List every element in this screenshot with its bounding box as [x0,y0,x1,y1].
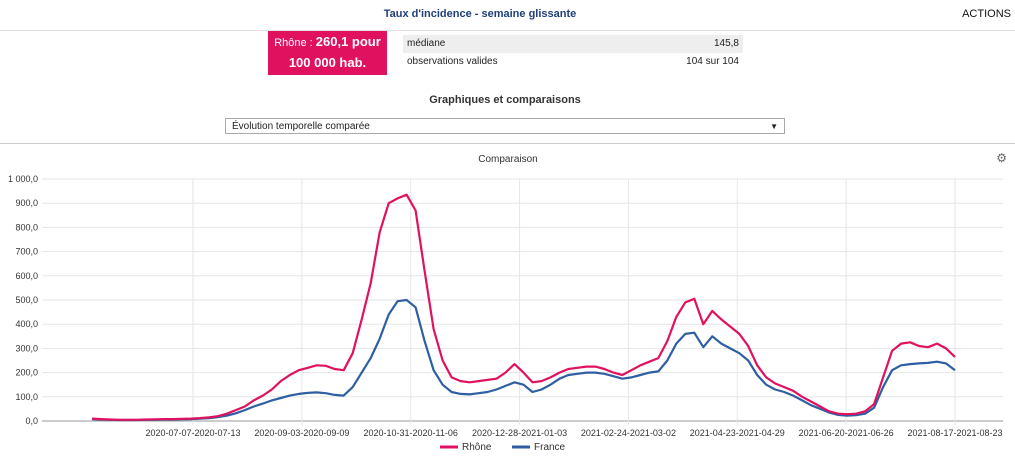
y-tick-label: 400,0 [15,319,38,329]
stat-row-observations: observations valides 104 sur 104 [403,53,743,71]
stat-value: 104 sur 104 [686,56,739,67]
y-tick-label: 600,0 [15,271,38,281]
comparison-chart: Comparaison 0,0 100,0 200,0 300,0 400,0 500,0 6… [8,154,1003,453]
y-tick-label: 100,0 [15,392,38,402]
y-tick-label: 300,0 [15,343,38,353]
stat-value: 145,8 [713,38,739,49]
incidence-badge: Rhône : 260,1 pour 100 000 hab. [268,31,387,75]
badge-unit: 100 000 hab. [288,55,367,70]
y-tick-label: 900,0 [15,198,38,208]
y-tick-label: 800,0 [15,222,38,232]
badge-value: 260,1 pour [315,34,381,49]
y-tick-label: 700,0 [15,247,38,257]
y-tick-label: 1 000,0 [8,174,38,184]
select-value: Évolution temporelle comparée [232,121,370,132]
actions-menu[interactable]: ACTIONS [962,8,1011,20]
top-bar: Taux d'incidence - semaine glissante ACT… [0,0,1015,31]
legend-item: Rhône [462,442,492,453]
chart-title: Comparaison [478,154,537,165]
series-line-rhne [91,193,956,421]
comparison-select[interactable]: Évolution temporelle comparée ▼ [225,118,785,134]
gear-icon[interactable]: ⚙ [996,151,1007,165]
badge-area-name: Rhône : [274,37,313,49]
stats-table: médiane 145,8 observations valides 104 s… [403,35,743,71]
stat-label: médiane [407,38,446,49]
stat-label: observations valides [407,56,498,67]
x-tick-label: 2021-06-20-2021-06-26 [799,428,894,438]
section-title: Graphiques et comparaisons [429,94,581,106]
x-tick-label: 2021-02-24-2021-03-02 [581,428,676,438]
page-title: Taux d'incidence - semaine glissante [383,8,577,20]
x-tick-label: 2020-09-03-2020-09-09 [254,428,349,438]
x-tick-label: 2020-12-28-2021-01-03 [472,428,567,438]
y-tick-label: 200,0 [15,368,38,378]
chevron-down-icon: ▼ [770,122,778,131]
chart-panel: ⚙ Comparaison 0,0 100,0 200,0 300,0 400,0 500,… [0,143,1015,462]
x-tick-label: 2021-08-17-2021-08-23 [907,428,1002,438]
x-tick-label: 2021-04-23-2021-04-29 [690,428,785,438]
x-tick-label: 2020-07-07-2020-07-13 [145,428,240,438]
y-tick-label: 500,0 [15,295,38,305]
legend-item: France [534,442,566,453]
series-line-france [91,298,956,422]
stat-row-median: médiane 145,8 [403,35,743,53]
x-tick-label: 2020-10-31-2020-11-06 [364,428,458,438]
y-tick-label: 0,0 [25,416,38,426]
